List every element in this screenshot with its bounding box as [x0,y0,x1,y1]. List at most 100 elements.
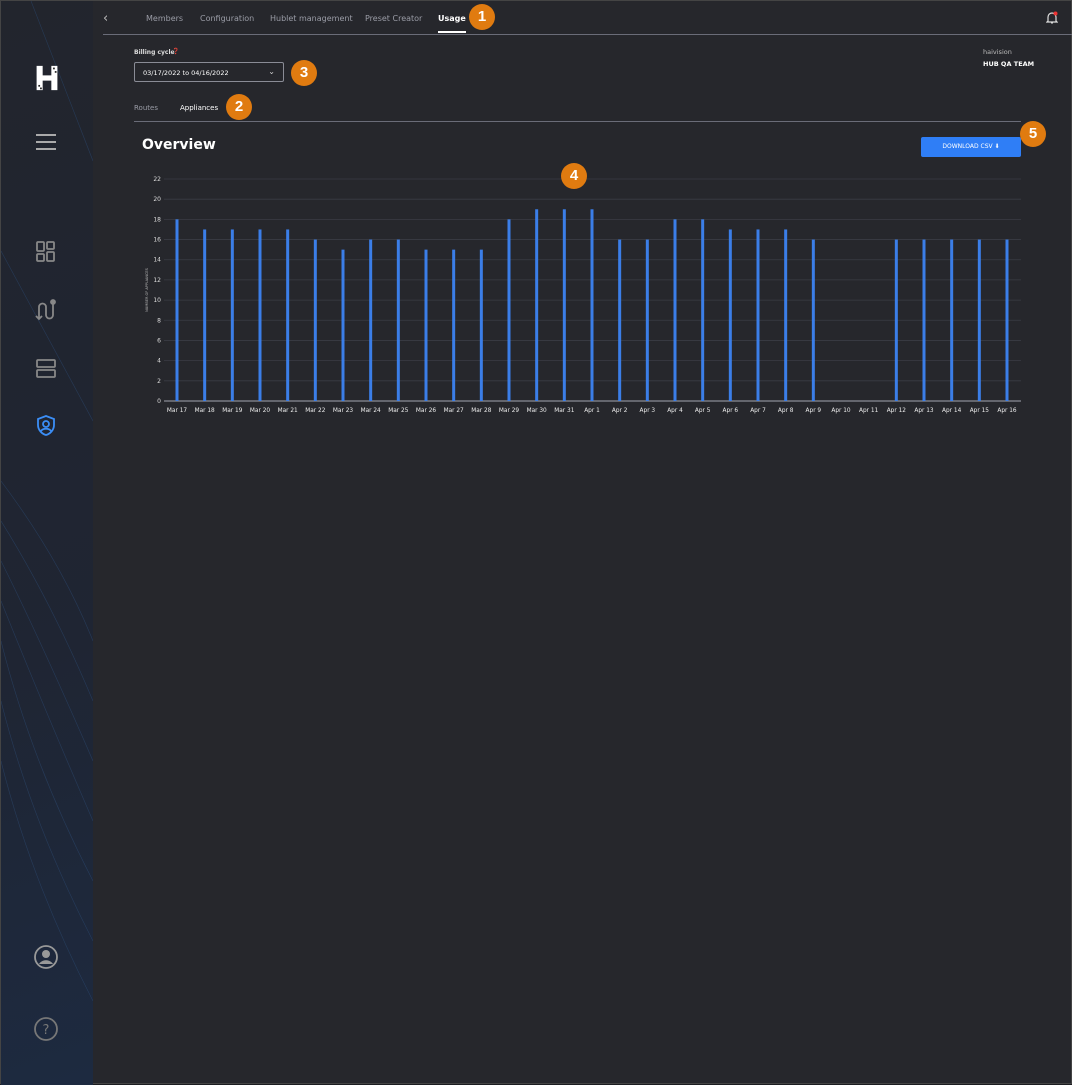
appliances-bar-chart: 0 2 4 6 8 10 12 14 16 18 20 22 NUMBER OF APPLIANCES M… [145,176,1021,414]
x-tick-label: Mar 21 [278,408,298,414]
x-tick-label: Mar 18 [195,408,215,414]
org-name: haivision [983,48,1012,56]
x-tick-label: Apr 5 [695,408,711,414]
bar [203,229,207,401]
x-tick-label: Mar 22 [305,408,325,414]
subtabs-divider [134,121,1021,122]
bar [784,229,788,401]
x-tick-label: Apr 6 [723,408,739,414]
bar [452,249,456,401]
billing-cycle-label: Billing cycle [134,49,175,56]
bar [369,239,373,401]
x-tick-label: Apr 15 [970,408,990,414]
x-tick-label: Apr 13 [914,408,934,414]
callout-badge-2: 2 [226,94,252,120]
x-tick-label: Apr 1 [584,408,600,414]
x-tick-label: Apr 11 [859,408,879,414]
x-tick-label: Apr 12 [887,408,907,414]
bar [894,239,898,401]
bar [618,239,622,401]
help-circle-icon[interactable]: ❓ [172,48,180,55]
bar [590,209,594,401]
y-tick-label: 6 [157,337,161,344]
back-chevron-icon[interactable]: ‹ [103,11,109,26]
security-icon[interactable] [33,413,59,439]
notification-bell-icon[interactable] [1046,11,1058,25]
routes-icon[interactable] [33,297,59,323]
bar [562,209,566,401]
x-tick-label: Apr 3 [640,408,656,414]
bar [756,229,760,401]
bar [175,219,179,401]
x-tick-label: Apr 2 [612,408,628,414]
x-tick-label: Mar 27 [444,408,464,414]
bar [728,229,732,401]
tab-members[interactable]: Members [146,14,184,23]
bar [341,249,345,401]
subtab-routes[interactable]: Routes [134,104,158,112]
y-tick-label: 0 [157,398,161,405]
y-tick-label: 20 [153,196,161,203]
callout-badge-3: 3 [291,60,317,86]
dashboard-icon[interactable] [33,239,59,265]
y-tick-label: 22 [153,176,161,183]
y-tick-label: 2 [157,378,161,385]
tab-configuration[interactable]: Configuration [200,14,255,23]
chevron-down-icon: ⌄ [268,67,275,76]
bar [396,239,400,401]
x-tick-label: Apr 14 [942,408,962,414]
bar [258,229,262,401]
x-tick-label: Apr 8 [778,408,794,414]
bar [645,239,649,401]
y-tick-label: 14 [153,257,161,264]
callout-badge-1: 1 [469,4,495,30]
y-tick-label: 12 [153,277,161,284]
download-csv-button[interactable]: DOWNLOAD CSV ⬇ [921,137,1021,157]
x-tick-label: Mar 20 [250,408,270,414]
bar [507,219,511,401]
svg-text:?: ? [43,1023,50,1038]
y-tick-label: 16 [153,237,161,244]
tab-usage[interactable]: Usage [438,14,466,33]
y-tick-label: 10 [153,297,161,304]
callout-badge-4: 4 [561,163,587,189]
billing-cycle-value: 03/17/2022 to 04/16/2022 [143,69,229,77]
sidebar-background [1,1,93,1002]
subtab-appliances[interactable]: Appliances [180,104,219,112]
bar [950,239,954,401]
x-tick-label: Mar 28 [471,408,491,414]
logo-icon[interactable] [34,65,60,91]
x-tick-label: Mar 25 [388,408,408,414]
x-tick-label: Mar 30 [527,408,547,414]
team-name: HUB QA TEAM [983,60,1035,68]
x-tick-label: Apr 7 [750,408,766,414]
tab-hublet-management[interactable]: Hublet management [270,14,353,23]
account-icon[interactable] [33,944,59,970]
bar [811,239,815,401]
bar [479,249,483,401]
bar [424,249,428,401]
x-tick-label: Mar 17 [167,408,187,414]
billing-cycle-select[interactable]: 03/17/2022 to 04/16/2022 ⌄ [134,62,284,82]
bar [313,239,317,401]
top-navigation: ‹ Members Configuration Hublet managemen… [103,1,1072,35]
x-tick-label: Apr 4 [667,408,683,414]
x-tick-label: Mar 19 [222,408,242,414]
bar [701,219,705,401]
x-tick-label: Mar 24 [361,408,381,414]
y-tick-label: 4 [157,358,161,365]
x-tick-label: Mar 26 [416,408,436,414]
bar [977,239,981,401]
menu-icon[interactable] [33,129,59,155]
bar [922,239,926,401]
callout-badge-5: 5 [1020,121,1046,147]
bar [286,229,290,401]
y-axis-label: NUMBER OF APPLIANCES [145,267,149,312]
y-tick-label: 18 [153,216,161,223]
devices-icon[interactable] [33,356,59,382]
bar [1005,239,1009,401]
bar [230,229,234,401]
help-icon[interactable]: ? [33,1016,59,1042]
tab-preset-creator[interactable]: Preset Creator [365,14,423,23]
